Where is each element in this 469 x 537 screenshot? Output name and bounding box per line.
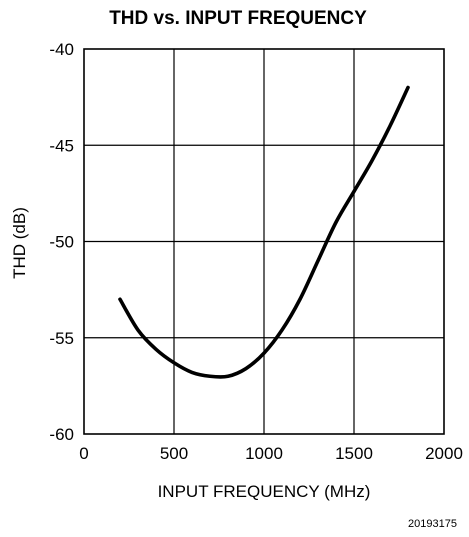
y-tick-label: -55 [49, 329, 74, 348]
y-tick-label: -40 [49, 40, 74, 59]
y-tick-label: -60 [49, 425, 74, 444]
x-axis-label: INPUT FREQUENCY (MHz) [158, 482, 371, 501]
plot-frame [83, 48, 445, 435]
x-tick-label: 1000 [245, 444, 283, 463]
series-line-0 [118, 85, 410, 379]
y-tick-labels: -40 -45 -50 -55 -60 [49, 40, 74, 444]
y-tick-label: -45 [49, 136, 74, 155]
figure-id: 20193175 [408, 518, 457, 530]
x-tick-label: 1500 [335, 444, 373, 463]
y-tick-label: -50 [49, 233, 74, 252]
grid-layer [84, 49, 444, 434]
series-layer [118, 85, 410, 379]
chart-title: THD vs. INPUT FREQUENCY [109, 8, 367, 29]
x-tick-labels: 0 500 1000 1500 2000 [79, 444, 463, 463]
x-tick-label: 0 [79, 444, 88, 463]
y-axis-label: THD (dB) [10, 207, 29, 279]
x-tick-label: 2000 [425, 444, 463, 463]
x-tick-label: 500 [160, 444, 188, 463]
